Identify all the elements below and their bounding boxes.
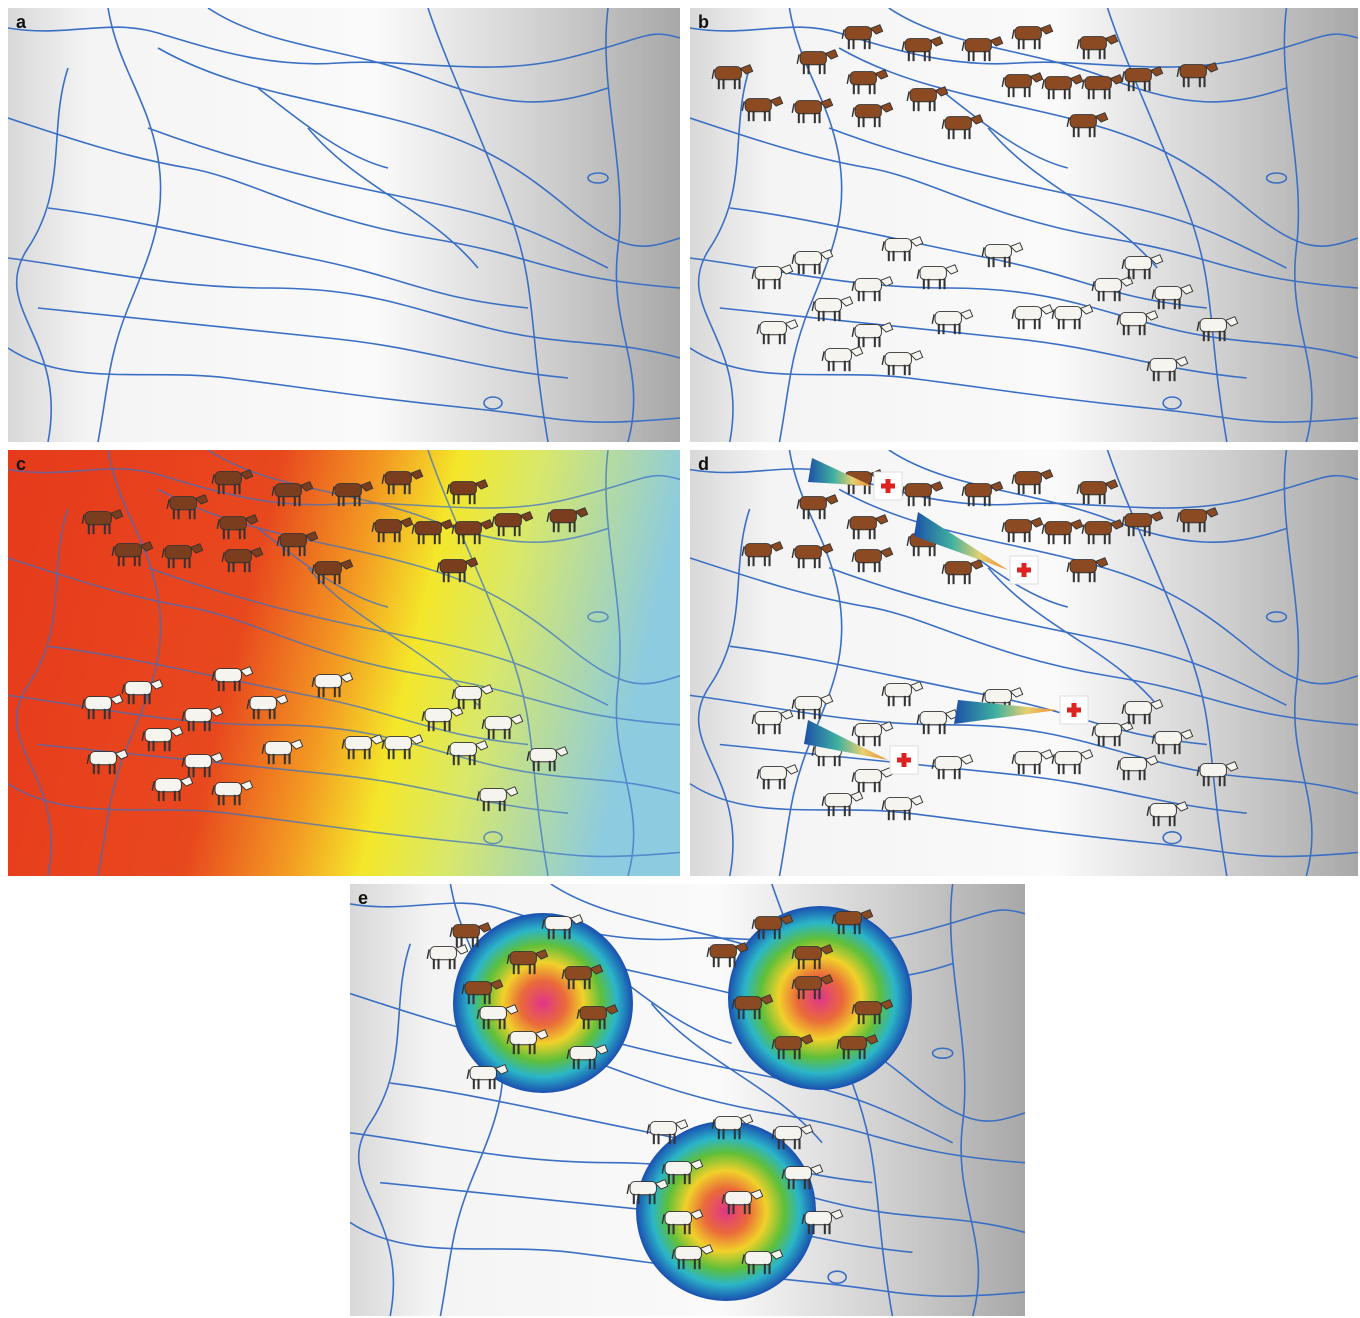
risk-zone xyxy=(636,1121,816,1301)
risk-zone xyxy=(453,913,633,1093)
panel-label: e xyxy=(358,888,368,908)
map-panel xyxy=(690,8,1358,442)
map-panel xyxy=(690,450,1358,876)
map-panel xyxy=(8,450,680,876)
panel-label: b xyxy=(698,12,709,32)
figure: a b c d e xyxy=(0,0,1360,1318)
panel-label: a xyxy=(16,12,27,32)
map-panel xyxy=(8,8,680,442)
panel-label: d xyxy=(698,454,709,474)
panel-label: c xyxy=(16,454,26,474)
map-panel xyxy=(350,884,1025,1316)
